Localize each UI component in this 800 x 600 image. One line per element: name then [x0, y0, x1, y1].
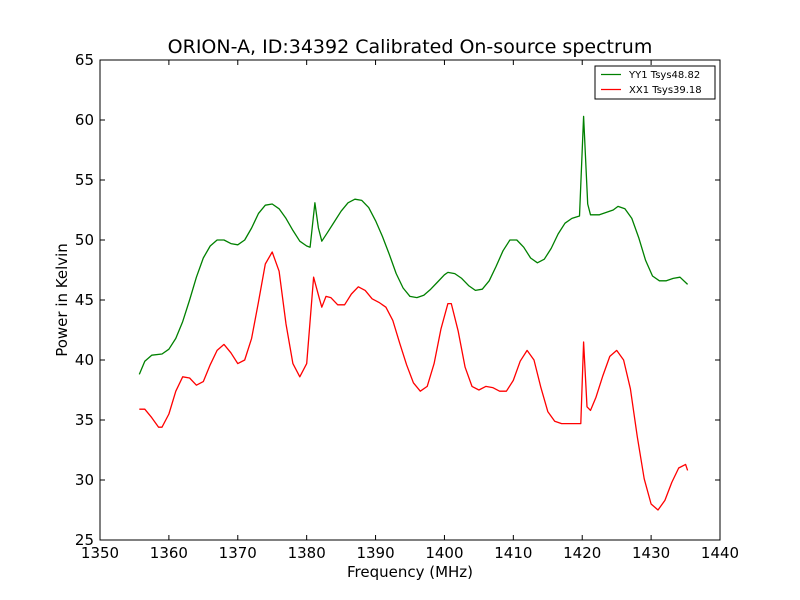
legend: YY1 Tsys48.82 XX1 Tsys39.18 — [594, 65, 716, 100]
y-tick-label: 50 — [75, 231, 94, 249]
y-tick-label: 60 — [75, 111, 94, 129]
series-line-xx1 — [139, 251, 689, 511]
y-tick-label: 40 — [75, 351, 94, 369]
x-tick-label: 1420 — [563, 544, 601, 562]
x-tick-label: 1430 — [632, 544, 670, 562]
legend-label-xx1: XX1 Tsys39.18 — [629, 85, 702, 96]
series-line-yy1 — [138, 115, 689, 375]
y-tick-label: 65 — [75, 51, 94, 69]
y-tick-label: 55 — [75, 171, 94, 189]
x-tick-label: 1410 — [494, 544, 532, 562]
chart-title: ORION-A, ID:34392 Calibrated On-source s… — [168, 36, 653, 58]
x-tick-label: 1390 — [356, 544, 394, 562]
x-tick-label: 1440 — [701, 544, 739, 562]
x-tick-label: 1360 — [150, 544, 188, 562]
x-tick-label: 1380 — [288, 544, 326, 562]
x-axis-label: Frequency (MHz) — [347, 563, 473, 581]
y-axis-label: Power in Kelvin — [53, 243, 71, 357]
y-tick-label: 35 — [75, 411, 94, 429]
y-tick-label: 30 — [75, 471, 94, 489]
legend-box — [594, 65, 716, 100]
x-tick-label: 1400 — [425, 544, 463, 562]
x-tick-label: 1350 — [81, 544, 119, 562]
legend-label-yy1: YY1 Tsys48.82 — [628, 70, 700, 81]
y-tick-label: 25 — [75, 531, 94, 549]
y-tick-label: 45 — [75, 291, 94, 309]
x-tick-label: 1370 — [219, 544, 257, 562]
